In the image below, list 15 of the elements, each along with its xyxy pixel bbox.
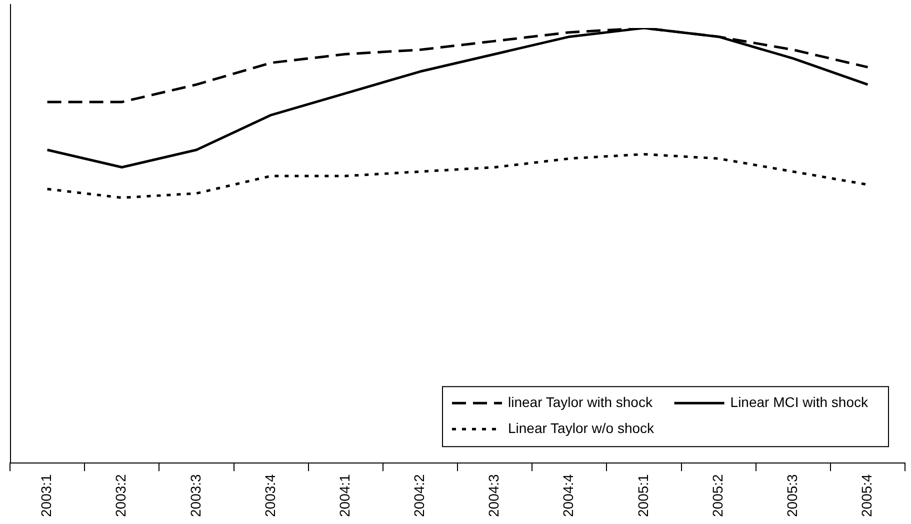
legend-label: Linear MCI with shock	[730, 394, 869, 410]
x-tick-label: 2003:1	[38, 474, 54, 518]
x-tick-label: 2004:2	[411, 474, 428, 518]
x-tick-label: 2004:4	[560, 474, 576, 518]
x-tick-label: 2004:1	[336, 474, 352, 518]
x-tick-label: 2003:2	[112, 474, 129, 518]
legend-label: linear Taylor with shock	[508, 394, 654, 410]
x-tick-label: 2005:3	[784, 474, 800, 518]
x-tick-label: 2004:3	[486, 474, 502, 518]
legend-label: Linear Taylor w/o shock	[508, 420, 656, 436]
x-tick-label: 2005:4	[858, 474, 875, 518]
x-tick-label: 2005:2	[709, 474, 726, 518]
x-tick-label: 2003:4	[262, 474, 278, 518]
x-tick-label: 2005:1	[634, 474, 651, 518]
x-tick-label: 2003:3	[187, 474, 204, 518]
